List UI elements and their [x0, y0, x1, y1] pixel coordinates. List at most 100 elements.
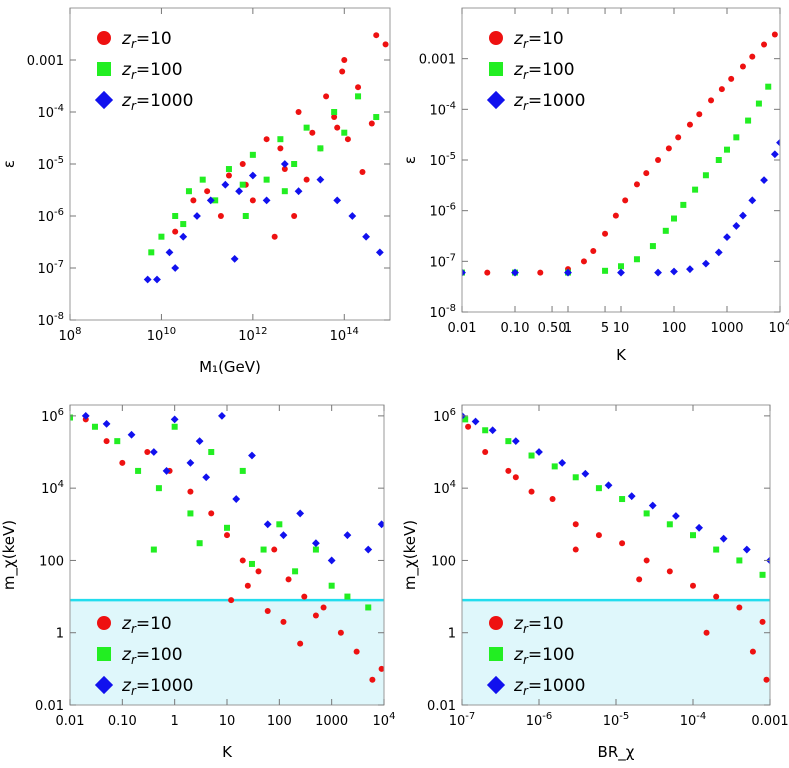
data-point	[212, 197, 219, 204]
data-point	[375, 248, 384, 257]
data-point	[749, 648, 756, 655]
data-point	[728, 75, 735, 82]
x-tick-label: 10-4	[680, 711, 707, 729]
data-point	[365, 604, 372, 611]
data-point	[771, 31, 778, 38]
data-point	[279, 531, 288, 540]
data-point	[171, 423, 178, 430]
y-tick-label: 106	[433, 407, 456, 425]
y-tick-label: 100	[431, 554, 456, 569]
data-point	[505, 438, 512, 445]
x-tick-label: 108	[59, 326, 82, 344]
data-point	[760, 176, 768, 185]
data-point	[355, 84, 362, 91]
data-point	[465, 423, 472, 430]
legend-label: zr=10	[121, 614, 172, 636]
x-axis-label: M₁(GeV)	[199, 358, 261, 376]
data-point	[763, 676, 770, 683]
y-tick-label: 10-7	[429, 252, 456, 270]
data-point	[158, 233, 165, 240]
legend-marker	[489, 647, 503, 661]
data-point	[580, 258, 587, 265]
panel-mchi-vs-BR: 10-7 10-6 10-5 10-4 0.001 0.01 1 100 104 106 BR_χ m…	[401, 404, 789, 762]
data-point	[248, 560, 255, 567]
data-point	[225, 172, 232, 179]
panel-eps-vs-K: 0.01 0.10 0.501 5 10 100 1000 104 10-8 10-7 10-6 10…	[401, 7, 789, 364]
y-tick-label: 1	[448, 627, 456, 642]
data-point	[511, 437, 520, 446]
data-point	[285, 576, 292, 583]
data-point	[144, 449, 151, 456]
data-point	[482, 427, 489, 434]
data-point	[672, 512, 680, 520]
data-point	[690, 532, 696, 539]
data-point	[312, 539, 320, 548]
y-tick-label: 10-6	[37, 207, 64, 225]
data-point	[462, 416, 469, 423]
legend-marker	[486, 675, 506, 695]
data-point	[696, 111, 703, 118]
data-point	[649, 243, 656, 250]
y-tick-label: 0.001	[419, 53, 456, 68]
data-point	[612, 212, 619, 219]
data-point	[537, 269, 544, 276]
data-point	[715, 157, 722, 163]
data-point	[344, 136, 351, 143]
data-point	[249, 197, 256, 204]
data-point	[643, 510, 650, 517]
y-tick-label: 10-7	[37, 259, 64, 277]
data-point	[204, 188, 211, 195]
data-point	[294, 187, 303, 196]
x-tick-label: 10-7	[449, 711, 476, 729]
data-point	[334, 124, 341, 131]
data-point	[572, 546, 579, 553]
data-point	[249, 151, 256, 158]
data-point	[206, 196, 215, 205]
data-point	[187, 488, 194, 495]
legend-label: zr=100	[121, 645, 183, 667]
data-point	[262, 196, 271, 205]
data-point	[202, 473, 211, 482]
data-point	[695, 523, 703, 532]
data-point	[331, 109, 338, 115]
data-point	[551, 463, 558, 470]
data-point	[671, 215, 677, 222]
data-point	[602, 267, 609, 274]
data-point	[761, 41, 768, 48]
data-point	[745, 117, 752, 124]
legend-label: zr=1000	[121, 676, 193, 698]
data-point	[665, 145, 672, 152]
legend-label: zr=10	[513, 29, 564, 51]
data-point	[187, 510, 194, 517]
legend-label: zr=100	[513, 60, 575, 82]
data-point	[239, 467, 246, 474]
data-point	[368, 120, 375, 127]
data-point	[149, 448, 158, 456]
data-point	[622, 197, 629, 204]
data-point	[165, 248, 174, 257]
y-tick-label: 10-4	[429, 100, 456, 118]
data-point	[755, 100, 762, 107]
legend-marker	[97, 647, 111, 661]
legend-marker	[94, 675, 114, 695]
data-point	[654, 268, 662, 277]
data-point	[263, 176, 270, 183]
legend-label: zr=1000	[121, 91, 193, 113]
y-tick-label: 10-4	[37, 103, 64, 121]
x-tick-label: 1000	[710, 321, 743, 336]
excluded-region	[70, 600, 384, 705]
data-point	[595, 485, 602, 492]
data-point	[248, 171, 257, 180]
y-tick-label: 10-8	[429, 303, 456, 321]
data-point	[648, 501, 657, 510]
data-point	[369, 676, 376, 683]
data-point	[172, 228, 179, 235]
data-point	[655, 157, 662, 163]
data-point	[193, 212, 201, 220]
x-tick-label: 1	[564, 321, 572, 336]
legend-label: zr=10	[513, 614, 564, 636]
data-point	[242, 213, 249, 219]
data-point	[221, 180, 230, 189]
legend-marker	[97, 616, 111, 630]
data-point	[260, 546, 267, 553]
